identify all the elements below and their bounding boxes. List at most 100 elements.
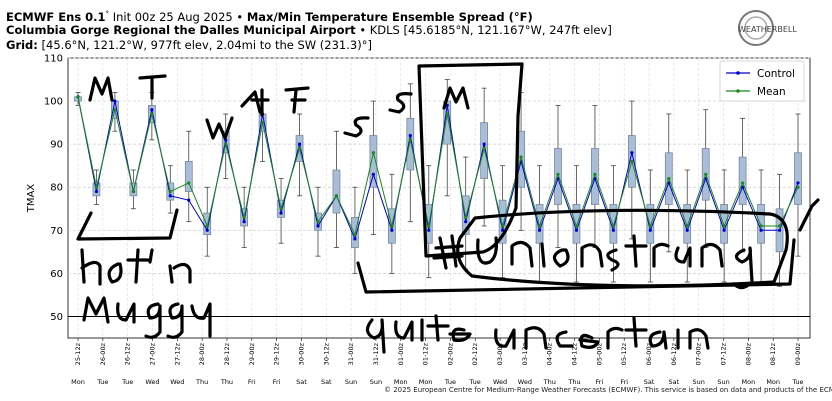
series-point-control xyxy=(408,133,412,138)
ink-day-m2 xyxy=(442,86,470,110)
series-point-mean xyxy=(648,224,652,228)
x-tick-label: 09-00z xyxy=(794,342,802,365)
x-day-label: Sat xyxy=(644,378,655,386)
ink-day-t xyxy=(138,74,167,100)
y-tick-label: 70 xyxy=(50,226,63,237)
logo-text: WEATHERBELL xyxy=(738,25,797,34)
series-point-control xyxy=(242,220,246,224)
box-iqr xyxy=(184,161,193,192)
x-tick-label: 02-00z xyxy=(446,342,454,365)
x-tick-label: 07-12z xyxy=(720,342,728,365)
ink-day-th xyxy=(240,88,270,117)
x-tick-label: 03-00z xyxy=(496,342,504,365)
series-point-control xyxy=(685,228,689,232)
ink-bracket-hot xyxy=(76,208,179,241)
x-day-label: Sun xyxy=(370,378,382,386)
x-tick-label: 30-12z xyxy=(322,342,330,365)
series-point-control xyxy=(482,142,486,146)
series-point-mean xyxy=(205,224,209,228)
ink-day-m xyxy=(88,76,114,102)
x-day-label: Fri xyxy=(596,378,604,386)
x-day-label: Sun xyxy=(717,378,729,386)
series-point-control xyxy=(648,228,652,232)
series-point-control xyxy=(759,228,763,232)
series-line-mean xyxy=(77,96,799,237)
ink-text-hot xyxy=(80,248,192,286)
series-point-control xyxy=(205,228,209,232)
x-day-label: Sat xyxy=(321,378,332,386)
x-tick-label: 06-00z xyxy=(645,342,653,365)
series-point-mean xyxy=(371,151,375,155)
box-iqr xyxy=(683,204,692,244)
x-day-label: Wed xyxy=(518,378,532,386)
x-day-label: Tue xyxy=(96,378,108,386)
series-point-control xyxy=(94,189,99,194)
x-tick-label: 01-12z xyxy=(422,342,430,365)
series-point-control xyxy=(316,224,320,228)
series-point-mean xyxy=(390,224,394,228)
series-point-mean xyxy=(168,189,172,194)
series-point-control xyxy=(353,237,357,241)
series-point-mean xyxy=(187,181,191,185)
series-point-control xyxy=(630,151,634,155)
box-iqr xyxy=(609,204,618,244)
series-point-mean xyxy=(297,146,302,151)
y-axis-label: TMAX xyxy=(26,184,37,214)
x-tick-label: 30-00z xyxy=(297,342,305,365)
box-iqr xyxy=(591,148,599,205)
series-point-mean xyxy=(279,207,283,211)
x-tick-label: 29-12z xyxy=(273,342,281,365)
x-tick-label: 28-00z xyxy=(198,342,206,365)
series-point-mean xyxy=(667,177,671,181)
series-point-mean xyxy=(777,224,782,228)
series-point-mean xyxy=(131,189,135,194)
x-tick-label: 03-12z xyxy=(521,342,529,365)
box-iqr xyxy=(572,204,581,244)
series-point-mean xyxy=(353,233,357,237)
series-point-control xyxy=(722,228,726,232)
x-day-label: Tue xyxy=(791,378,803,386)
weatherbell-logo: WEATHERBELL xyxy=(738,10,797,46)
box-iqr xyxy=(535,204,544,244)
series-point-mean xyxy=(334,194,339,198)
header-line-1: ECMWF Ens 0.1° Init 00z 25 Aug 2025 • Ma… xyxy=(6,9,533,24)
ink-box-unionstrong xyxy=(456,208,789,288)
grid-label: Grid: xyxy=(6,38,38,52)
series-point-mean xyxy=(593,172,597,176)
y-tick-label: 100 xyxy=(44,97,63,108)
box-iqr xyxy=(738,156,747,205)
x-day-label: Sat xyxy=(296,378,307,386)
series-point-control xyxy=(501,228,505,232)
x-day-label: Wed xyxy=(170,378,184,386)
legend-label: Mean xyxy=(757,86,786,98)
series-point-mean xyxy=(519,155,523,159)
series-point-mean xyxy=(261,121,265,125)
box-iqr xyxy=(720,204,729,244)
series-point-control xyxy=(741,185,745,189)
x-day-label: Wed xyxy=(145,378,159,386)
series-point-control xyxy=(427,228,431,232)
series-point-control xyxy=(777,228,782,232)
series-point-control xyxy=(464,220,468,224)
station-name: Columbia Gorge Regional the Dalles Munic… xyxy=(6,23,356,37)
series-point-mean xyxy=(556,172,560,176)
init-time: Init 00z 25 Aug 2025 xyxy=(112,9,233,24)
series-point-control xyxy=(574,228,579,232)
header-separator: • xyxy=(236,9,244,24)
copyright-footer: © 2025 European Centre for Medium-Range … xyxy=(384,386,832,394)
x-tick-label: 05-00z xyxy=(595,342,603,365)
series-point-mean xyxy=(796,185,800,189)
x-day-label: Tue xyxy=(121,378,133,386)
x-tick-label: 05-12z xyxy=(620,342,628,365)
y-tick-label: 50 xyxy=(50,312,63,323)
series-point-mean xyxy=(408,138,412,142)
x-tick-label: 26-00z xyxy=(99,342,107,365)
series-point-mean xyxy=(464,215,468,219)
series-point-mean xyxy=(316,220,320,224)
series-point-mean xyxy=(630,159,634,163)
ink-day-s2 xyxy=(388,92,413,114)
station-detail: • KDLS [45.6185°N, 121.167°W, 247ft elev… xyxy=(359,23,612,37)
header-line-3: Grid: [45.6°N, 121.2°W, 977ft elev, 2.04… xyxy=(6,39,372,52)
x-day-label: Fri xyxy=(620,378,628,386)
series-point-control xyxy=(168,194,172,198)
